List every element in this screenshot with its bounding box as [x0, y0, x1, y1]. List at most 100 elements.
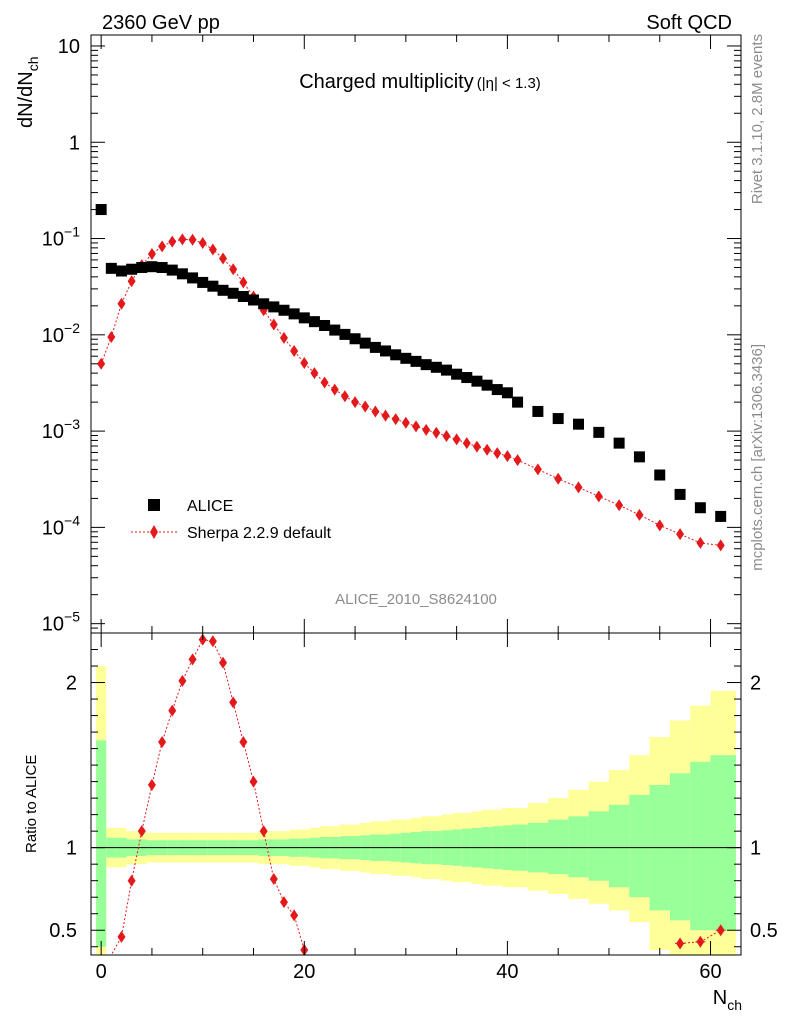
ratio-marks: [91, 633, 741, 957]
alice-point: [471, 375, 483, 387]
alice-point: [187, 272, 199, 284]
main-ylabel-sub: ch: [25, 57, 41, 72]
sherpa-ratio-point: [229, 696, 238, 709]
alice-point: [197, 276, 209, 288]
main-ytick-label: 10−2: [42, 320, 80, 347]
sherpa-point: [351, 396, 360, 409]
sherpa-ratio-point: [127, 874, 136, 887]
alice-point: [329, 324, 341, 336]
alice-point: [715, 510, 727, 522]
ratio-ytick-label-right: 2: [750, 673, 761, 695]
alice-point: [258, 298, 270, 310]
sherpa-point: [381, 409, 390, 422]
ratio-xlabel-sub: ch: [727, 997, 742, 1013]
sherpa-point: [391, 413, 400, 426]
main-ytick-label: 10−3: [42, 416, 80, 443]
sherpa-ratio-point: [249, 775, 258, 788]
sherpa-point: [320, 376, 329, 389]
sherpa-point: [554, 472, 563, 485]
main-ytick-label: 10−1: [42, 224, 80, 251]
ratio-ytick-label-right: 0.5: [750, 920, 778, 942]
ratio-axes: 0.5 0.51 12 20 20 40 60: [49, 633, 778, 983]
sherpa-ratio-point: [279, 896, 288, 909]
ratio-frame: [90, 632, 742, 956]
ratio-ylabel: Ratio to ALICE: [23, 755, 40, 853]
sherpa-point: [269, 318, 278, 331]
alice-point: [288, 308, 300, 320]
sherpa-point: [493, 447, 502, 460]
alice-point: [369, 341, 381, 353]
mcplots-label: mcplots.cern.ch [arXiv:1306.3436]: [749, 344, 766, 571]
alice-point: [95, 204, 107, 216]
uncertainty-band-inner: [548, 819, 569, 875]
sherpa-point: [503, 450, 512, 463]
alice-point: [532, 405, 544, 417]
main-frame: [90, 34, 742, 634]
main-ylabel: dN/dNch: [15, 57, 41, 129]
alice-point: [268, 301, 280, 313]
sherpa-point: [330, 383, 339, 396]
sherpa-point: [533, 463, 542, 476]
sherpa-point: [239, 276, 248, 289]
sherpa-point: [127, 275, 136, 288]
alice-point: [115, 265, 127, 277]
alice-point: [176, 268, 188, 280]
alice-point: [166, 264, 178, 276]
sherpa-point: [290, 344, 299, 357]
uncertainty-band-inner: [96, 740, 107, 947]
alice-point: [410, 355, 422, 367]
sherpa-point: [412, 420, 420, 433]
main-panel: 10 1 10−1 10−2 10−3 10−4 10−5 Charged multipli…: [15, 34, 742, 636]
sherpa-point: [655, 519, 664, 532]
sherpa-ratio-point: [168, 704, 177, 717]
uncertainty-band-inner: [629, 794, 650, 898]
header-right: Soft QCD: [646, 12, 732, 34]
sherpa-ratio-point: [676, 937, 685, 950]
watermark: ALICE_2010_S8624100: [335, 591, 497, 608]
ratio-xlabel-text: N: [713, 987, 727, 1009]
sherpa-point: [117, 297, 126, 310]
ratio-ytick-label: 0.5: [49, 920, 77, 942]
alice-point: [481, 379, 493, 391]
main-ytick-label: 10: [58, 36, 80, 58]
alice-point: [308, 316, 320, 328]
header-left: 2360 GeV pp: [102, 12, 220, 34]
alice-point: [319, 319, 331, 331]
sherpa-point: [340, 390, 349, 403]
sherpa-point: [107, 330, 116, 343]
alice-point: [359, 337, 371, 349]
sherpa-point: [676, 528, 685, 541]
sherpa-ratio-point: [716, 924, 725, 937]
sherpa-ratio-point: [696, 935, 705, 948]
sherpa-point: [158, 240, 167, 253]
main-marks: [95, 204, 727, 552]
main-axes: 10 1 10−1 10−2 10−3 10−4 10−5: [42, 35, 741, 636]
alice-point: [227, 287, 239, 299]
alice-point: [613, 437, 625, 449]
sherpa-point: [594, 490, 603, 503]
main-title-text: Charged multiplicity: [299, 71, 474, 93]
sherpa-point: [696, 536, 705, 549]
alice-point: [552, 413, 564, 425]
alice-point: [674, 488, 686, 500]
sherpa-point: [615, 499, 624, 512]
ratio-xtick-label: 0: [96, 961, 107, 983]
main-ylabel-text: dN/dN: [15, 71, 37, 128]
sherpa-point: [178, 233, 187, 246]
sherpa-point: [371, 405, 380, 418]
alice-point: [491, 384, 503, 396]
sherpa-point: [716, 539, 725, 552]
alice-point: [237, 291, 249, 303]
sherpa-ratio-point: [269, 873, 278, 886]
ratio-xtick-label: 60: [699, 961, 721, 983]
sherpa-point: [462, 437, 471, 450]
ratio-panel: 0.5 0.51 12 20 20 40 60 Ratio to ALICE Nch: [23, 632, 778, 1013]
sherpa-ratio-point: [239, 735, 248, 748]
sherpa-point: [219, 252, 228, 265]
sherpa-line: [100, 238, 721, 546]
alice-point: [430, 361, 442, 373]
legend-marker-sherpa: [150, 525, 158, 539]
alice-point: [420, 359, 432, 371]
ratio-ytick-label-right: 1: [750, 838, 761, 860]
